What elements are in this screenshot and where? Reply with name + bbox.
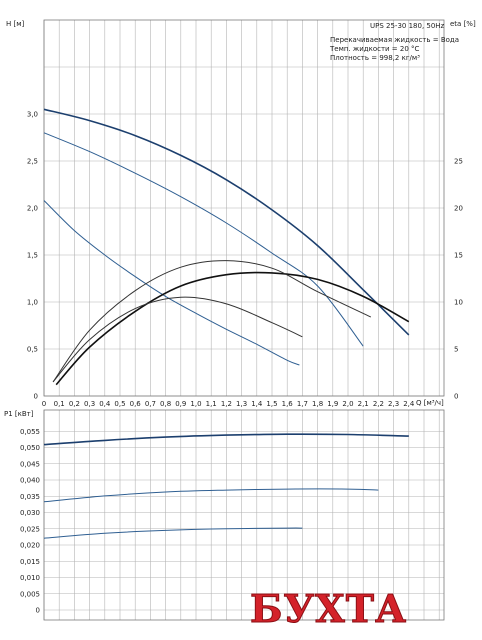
fluid-density-label: Плотность = 998,2 кг/м³ [330,54,420,62]
eta-tick-label: 20 [454,205,463,213]
curves [43,108,410,539]
power-curve-2 [43,527,303,539]
p1-axis-label: P1 [кВт] [4,410,34,418]
q-axis-label: Q [м³/ч] [416,399,444,407]
p1-tick-label: 0,050 [20,444,40,452]
p1-tick-label: 0 [36,607,40,615]
x-tick-label: 0,9 [175,400,186,408]
p1-tick-label: 0,040 [20,477,40,485]
x-tick-label: 1,2 [221,400,232,408]
bottom-plot-frame [43,409,445,621]
p1-tick-label: 0,020 [20,542,40,550]
eta-tick-label: 10 [454,299,463,307]
x-tick-label: 0,4 [99,400,111,408]
top-grid [43,20,444,397]
power-curve-1 [43,488,379,503]
tick-labels: 0 0,1 0,2 0,3 0,4 0,5 0,6 0,7 0,8 0,9 1,0 1,1 1,2 1,3… [20,111,463,615]
x-tick-label: 1,5 [266,400,277,408]
h-tick-label: 1,5 [27,252,38,260]
power-curve-0 [43,433,409,446]
p1-tick-label: 0,045 [20,460,40,468]
efficiency-curve-5 [52,296,303,383]
h-tick-label: 0 [34,393,38,401]
p1-tick-label: 0,015 [20,558,40,566]
h-tick-label: 2,0 [27,205,38,213]
x-tick-label: 0,3 [84,400,95,408]
pump-model-label: UPS 25-30 180, 50Hz [370,22,445,30]
h-tick-label: 2,5 [27,158,38,166]
watermark-logo: БУХТА [250,586,407,631]
p1-tick-label: 0,025 [20,525,40,533]
eta-tick-label: 0 [454,393,458,401]
x-tick-label: 0 [42,400,46,408]
x-tick-label: 0,8 [160,400,171,408]
eta-tick-label: 15 [454,252,463,260]
x-tick-label: 2,4 [403,400,415,408]
bottom-grid [43,410,444,620]
efficiency-curve-4 [52,260,372,383]
x-tick-label: 2,1 [358,400,369,408]
x-tick-label: 1,8 [312,400,323,408]
eta-axis-label: eta [%] [450,20,476,28]
x-tick-label: 1,4 [251,400,263,408]
x-tick-label: 1,3 [236,400,247,408]
h-tick-label: 0,5 [27,346,38,354]
x-tick-label: 2,2 [373,400,384,408]
x-tick-label: 0,6 [130,400,142,408]
head-curve-1 [43,132,364,347]
x-tick-label: 1,9 [327,400,338,408]
p1-tick-label: 0,005 [20,590,40,598]
x-tick-label: 0,2 [69,400,80,408]
x-tick-label: 2,3 [388,400,399,408]
x-tick-label: 1,0 [190,400,201,408]
h-tick-label: 1,0 [27,299,38,307]
p1-tick-label: 0,030 [20,509,40,517]
p1-tick-label: 0,010 [20,574,40,582]
x-tick-label: 0,1 [54,400,65,408]
fluid-temp-label: Темп. жидкости = 20 °C [329,45,420,53]
x-tick-label: 2,0 [342,400,353,408]
p1-tick-label: 0,055 [20,428,40,436]
x-tick-label: 1,7 [297,400,308,408]
x-tick-label: 1,6 [282,400,294,408]
fluid-label: Перекачиваемая жидкость = Вода [330,36,459,44]
top-plot-frame [43,19,445,397]
eta-tick-label: 25 [454,158,463,166]
eta-tick-label: 5 [454,346,458,354]
x-tick-label: 0,5 [114,400,125,408]
head-curve-0 [43,108,410,336]
x-tick-label: 1,1 [206,400,217,408]
x-tick-label: 0,7 [145,400,156,408]
h-tick-label: 3,0 [27,111,38,119]
h-axis-symbol: H [м] [6,20,25,28]
head-curve-2 [43,200,300,366]
efficiency-curve-3 [55,271,410,386]
p1-tick-label: 0,035 [20,493,40,501]
